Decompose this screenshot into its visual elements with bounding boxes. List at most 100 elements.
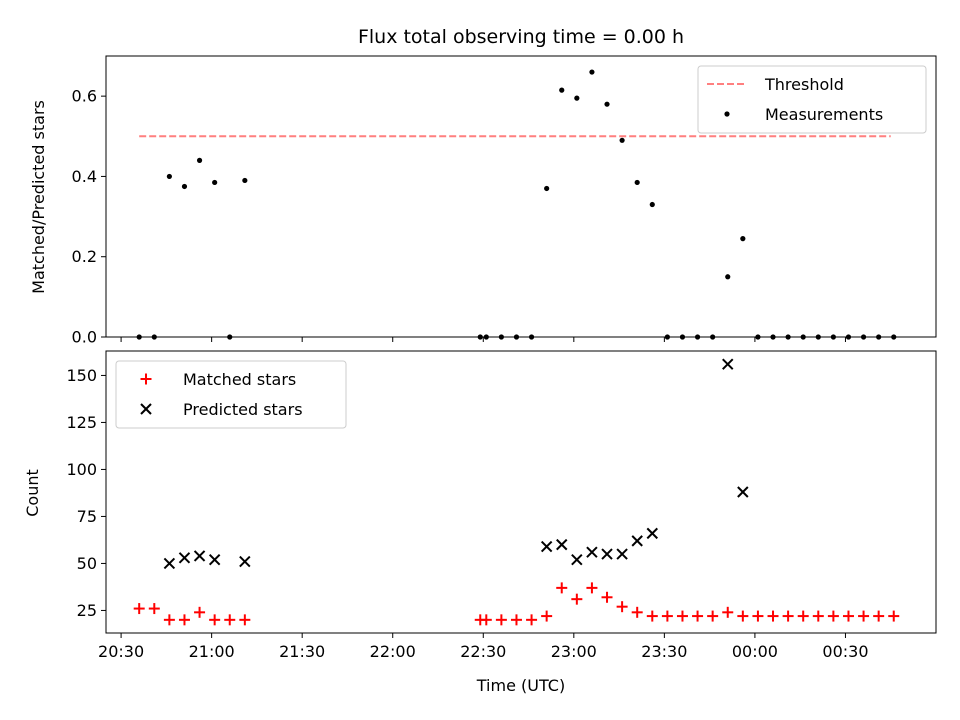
predicted-star-point	[616, 548, 628, 560]
ratio-legend: Threshold Measurements	[697, 65, 927, 134]
predicted-star-point	[571, 553, 583, 566]
measurement-point	[634, 179, 640, 186]
matched-stars-legend-marker	[140, 373, 152, 385]
matched-star-point	[797, 610, 809, 622]
matched-star-point	[148, 603, 160, 615]
predicted-star-point	[163, 557, 176, 570]
x-tick-label: 23:30	[641, 642, 687, 661]
predicted-stars-legend-swatch	[140, 403, 152, 415]
matched-star-point	[133, 603, 145, 615]
x-tick-label: 23:00	[551, 642, 597, 661]
ratio-panel-frame	[105, 55, 937, 338]
predicted-star-point	[239, 555, 251, 568]
count-y-tick-label: 125	[66, 413, 97, 432]
count-panel-frame	[105, 350, 937, 634]
count-y-tick-label: 100	[66, 460, 97, 479]
count-legend: Matched stars Predicted stars	[115, 360, 347, 429]
predicted-star-point	[737, 486, 749, 498]
ratio-x-ticks	[120, 337, 846, 342]
measurements-legend-label: Measurements	[765, 105, 883, 124]
matched-star-point	[526, 614, 538, 626]
x-tick-label: 00:30	[822, 642, 868, 661]
x-tick-label: 00:00	[732, 642, 778, 661]
matched-star-point	[782, 610, 794, 622]
matched-star-point	[631, 606, 643, 618]
x-axis-label: Time (UTC)	[476, 676, 565, 695]
measurement-point	[181, 183, 188, 190]
predicted-star-point	[631, 535, 643, 547]
count-legend-box	[115, 360, 347, 429]
matched-star-point	[737, 610, 749, 622]
matched-stars-legend-swatch	[140, 373, 152, 385]
ratio-y-axis: 0.0 0.2 0.4 0.6	[72, 87, 106, 347]
predicted-star-point	[193, 550, 206, 562]
measurement-point	[725, 274, 731, 280]
ratio-y-axis-label: Matched/Predicted stars	[29, 100, 48, 294]
matched-star-point	[239, 614, 251, 626]
threshold-legend-label: Threshold	[764, 75, 844, 94]
count-y-tick-label: 150	[66, 366, 97, 385]
measurement-point	[604, 101, 610, 107]
measurement-point	[649, 201, 655, 208]
predicted-star-point	[556, 538, 568, 551]
measurement-point	[544, 185, 550, 192]
predicted-star-point	[722, 358, 734, 370]
time-x-axis: 20:30 21:00 21:30 22:00 22:30 23:00 23:30 00:00…	[98, 633, 869, 661]
matched-star-point	[812, 610, 824, 622]
measurement-point	[619, 137, 625, 143]
matched-star-point	[842, 610, 854, 622]
matched-star-point	[752, 610, 764, 622]
count-y-tick-label: 50	[77, 554, 97, 573]
predicted-star-point	[586, 546, 598, 558]
measurement-point	[196, 157, 203, 163]
predicted-star-point	[208, 553, 221, 566]
measurement-point	[740, 236, 746, 242]
ratio-legend-box	[697, 65, 927, 134]
predicted-star-point	[601, 548, 613, 560]
x-tick-label: 22:30	[460, 642, 506, 661]
matched-star-point	[586, 582, 598, 594]
measurement-point	[166, 173, 172, 180]
measurements-legend-swatch	[724, 111, 730, 117]
matched-star-point	[209, 614, 221, 626]
ratio-panel: 0.0 0.2 0.4 0.6 Matched/Predicted stars Thr…	[29, 55, 937, 347]
predicted-star-point	[178, 552, 191, 564]
matched-stars-legend-label: Matched stars	[183, 370, 296, 389]
predicted-star-point	[646, 527, 658, 540]
matched-star-point	[510, 614, 522, 626]
count-y-tick-label: 25	[77, 601, 97, 620]
measurement-point	[589, 69, 595, 75]
x-tick-label: 21:30	[279, 642, 325, 661]
ratio-y-tick-label: 0.2	[72, 247, 97, 266]
matched-star-point	[616, 601, 628, 613]
predicted-star-point	[540, 540, 553, 553]
count-panel: 25 50 75 100 125 150 20:30 21:00 21:30 22:00 22:3…	[23, 350, 937, 695]
measurement-point	[242, 177, 248, 184]
matched-star-point	[541, 610, 553, 622]
matched-star-point	[571, 593, 583, 605]
measurement-point	[574, 95, 580, 101]
measurement-point	[559, 87, 565, 93]
measurement-point	[212, 179, 218, 186]
predicted-stars-legend-label: Predicted stars	[183, 400, 303, 419]
matched-star-point	[661, 610, 673, 622]
count-plot-area	[133, 358, 900, 626]
matched-star-point	[178, 614, 190, 626]
x-tick-label: 20:30	[98, 642, 144, 661]
matched-star-point	[224, 614, 236, 626]
predicted-stars-legend-marker	[140, 403, 152, 415]
ratio-y-tick-label: 0.6	[72, 87, 97, 106]
count-y-tick-label: 75	[77, 507, 97, 526]
chart-title: Flux total observing time = 0.00 h	[358, 26, 684, 48]
matched-star-point	[873, 610, 885, 622]
matched-star-point	[888, 610, 900, 622]
count-y-axis-label: Count	[23, 469, 42, 517]
x-tick-label: 21:00	[189, 642, 235, 661]
matched-star-point	[707, 610, 719, 622]
x-tick-label: 22:00	[370, 642, 416, 661]
matched-star-point	[858, 610, 870, 622]
matched-star-point	[692, 610, 704, 622]
matched-star-point	[495, 614, 507, 626]
count-y-axis: 25 50 75 100 125 150	[66, 366, 106, 620]
